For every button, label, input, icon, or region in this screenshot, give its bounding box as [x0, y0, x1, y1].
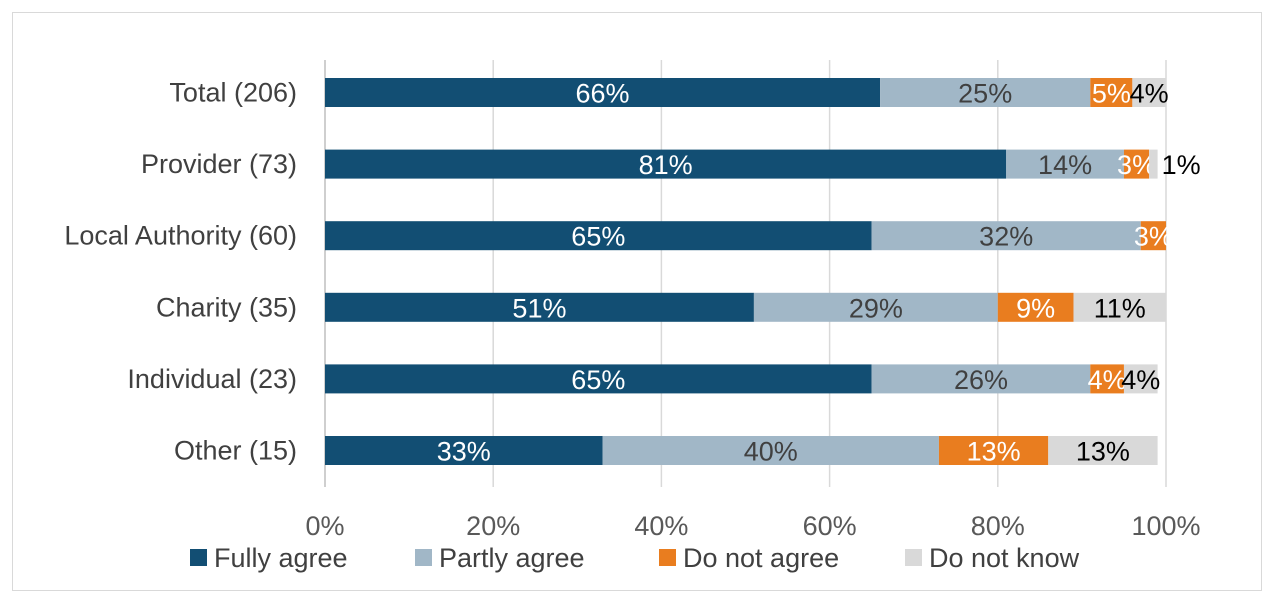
bar-segment: [325, 364, 872, 394]
data-label: 4%: [1121, 365, 1160, 395]
x-tick-label: 60%: [803, 511, 857, 541]
x-tick-label: 40%: [634, 511, 688, 541]
bar-segment: [1090, 78, 1133, 107]
data-label: 32%: [979, 222, 1033, 252]
bar-segment: [602, 436, 939, 465]
gridlines: [324, 60, 1167, 487]
legend-swatch: [659, 549, 676, 566]
data-label: 13%: [967, 437, 1021, 467]
legend-swatch: [905, 549, 922, 566]
category-label: Provider (73): [141, 149, 297, 179]
bar-segment: [1149, 149, 1158, 179]
bar-segment: [871, 364, 1091, 394]
legend-label: Fully agree: [214, 543, 348, 573]
bar-segment: [1090, 364, 1124, 394]
data-label: 14%: [1038, 150, 1092, 180]
data-label: 65%: [571, 365, 625, 395]
bar-segment: [871, 221, 1141, 251]
x-tick-label: 0%: [305, 511, 344, 541]
data-label: 26%: [954, 365, 1008, 395]
bar-segment: [325, 78, 881, 107]
x-axis-ticks: 0% 20% 40% 60% 80% 100%: [305, 511, 1200, 541]
category-label: Individual (23): [127, 364, 297, 394]
bar-segment: [1132, 78, 1166, 107]
bar-segment: [938, 436, 1049, 465]
bars: 66% 25% 5%4%81% 14% 3% 1%65% 32% 3%51% 29% 9% 11%6…: [325, 78, 1201, 467]
bar-segment: [753, 292, 998, 322]
data-label: 5%: [1092, 79, 1131, 109]
data-label: 33%: [437, 437, 491, 467]
data-label: 25%: [958, 79, 1012, 109]
data-label: 1%: [1162, 150, 1201, 180]
category-labels: Total (206) Provider (73) Local Authority …: [64, 78, 297, 466]
bar-segment: [1073, 292, 1166, 322]
data-label: 51%: [512, 293, 566, 323]
bar-segment: [997, 292, 1074, 322]
legend-swatch: [190, 549, 207, 566]
data-label: 40%: [744, 437, 798, 467]
legend-label: Partly agree: [439, 543, 585, 573]
data-label: 81%: [639, 150, 693, 180]
bar-segment: [1123, 364, 1158, 394]
legend: Fully agree Partly agree Do not agree Do no…: [190, 543, 1080, 573]
category-label: Other (15): [174, 436, 297, 466]
category-label: Charity (35): [156, 292, 297, 322]
x-tick-label: 80%: [971, 511, 1025, 541]
data-label: 65%: [571, 222, 625, 252]
bar-segment: [325, 149, 1007, 179]
data-label: 13%: [1076, 437, 1130, 467]
data-label: 9%: [1016, 293, 1055, 323]
bar-segment: [1048, 436, 1158, 465]
category-label: Local Authority (60): [64, 221, 297, 251]
data-label: 29%: [849, 293, 903, 323]
data-label: 11%: [1094, 293, 1146, 323]
bar-segment: [325, 436, 603, 465]
bar-segment: [1006, 149, 1124, 179]
x-tick-label: 100%: [1131, 511, 1200, 541]
bar-segment: [880, 78, 1091, 107]
legend-swatch: [415, 549, 432, 566]
category-label: Total (206): [169, 78, 297, 108]
bar-segment: [325, 221, 872, 251]
data-label: 3%: [1134, 222, 1173, 252]
legend-label: Do not know: [929, 543, 1080, 573]
data-label: 4%: [1130, 79, 1169, 109]
bar-segment: [1123, 149, 1150, 179]
bar-segment: [325, 292, 754, 322]
x-tick-label: 20%: [466, 511, 520, 541]
legend-label: Do not agree: [683, 543, 839, 573]
data-label: 4%: [1088, 365, 1127, 395]
data-label: 66%: [576, 79, 630, 109]
bar-segment: [1140, 221, 1166, 251]
